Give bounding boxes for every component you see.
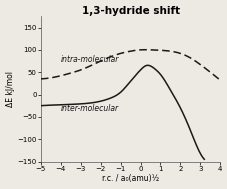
Text: inter-molecular: inter-molecular bbox=[61, 105, 118, 113]
X-axis label: r.c. / a₀(amu)½: r.c. / a₀(amu)½ bbox=[101, 174, 158, 184]
Y-axis label: ΔE kJ/mol: ΔE kJ/mol bbox=[5, 71, 15, 107]
Text: intra-molecular: intra-molecular bbox=[61, 55, 119, 64]
Title: 1,3-hydride shift: 1,3-hydride shift bbox=[81, 5, 179, 15]
